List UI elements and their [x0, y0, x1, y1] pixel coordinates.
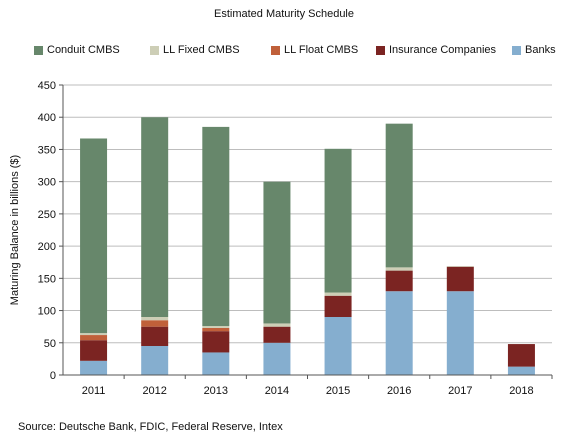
- y-tick-label-350: 350: [38, 144, 56, 156]
- gridlines: [63, 84, 552, 344]
- bar-insurance-companies-2013: [202, 331, 230, 353]
- y-tick-label-300: 300: [38, 177, 56, 189]
- bar-insurance-companies-2014: [263, 326, 291, 343]
- bar-ll-fixed-cmbs-2013: [202, 326, 230, 328]
- bar-ll-fixed-cmbs-2016: [385, 267, 413, 271]
- y-tick-label-100: 100: [38, 306, 56, 318]
- legend-label-ll-fixed-cmbs: LL Fixed CMBS: [163, 44, 240, 56]
- bar-ll-fixed-cmbs-2017: [446, 266, 474, 267]
- axes: 0 50 100 150 200 250 300 350 400 450 2011 2012 2013 2…: [38, 80, 553, 397]
- bar-banks-2013: [202, 352, 230, 375]
- legend-item-ll-float-cmbs: LL Float CMBS: [271, 44, 358, 56]
- source-note: Source: Deutsche Bank, FDIC, Federal Res…: [18, 421, 283, 433]
- x-tick-label-2016: 2016: [387, 385, 411, 397]
- bar-banks-2014: [263, 342, 291, 375]
- bar-insurance-companies-2015: [324, 295, 352, 317]
- x-tick-label-2013: 2013: [204, 385, 228, 397]
- y-tick-label-0: 0: [50, 370, 56, 382]
- bar-banks-2011: [80, 360, 108, 375]
- legend-swatch-ll-float-cmbs: [271, 45, 280, 55]
- x-tick-label-2012: 2012: [142, 385, 166, 397]
- bar-conduit-cmbs-2015: [324, 148, 352, 293]
- legend-swatch-insurance-companies: [376, 45, 385, 55]
- y-tick-label-450: 450: [38, 80, 56, 92]
- y-tick-label-400: 400: [38, 112, 56, 124]
- bar-conduit-cmbs-2011: [80, 138, 108, 334]
- legend-swatch-conduit-cmbs: [34, 45, 43, 55]
- bar-insurance-companies-2011: [80, 340, 108, 361]
- bar-conduit-cmbs-2013: [202, 126, 230, 327]
- bar-banks-2015: [324, 317, 352, 375]
- chart-title: Estimated Maturity Schedule: [213, 8, 354, 20]
- bar-ll-float-cmbs-2012: [141, 320, 169, 327]
- legend-item-conduit-cmbs: Conduit CMBS: [34, 44, 120, 56]
- legend-label-conduit-cmbs: Conduit CMBS: [47, 44, 120, 56]
- chart-legend: Conduit CMBS LL Fixed CMBS LL Float CMBS…: [34, 44, 564, 58]
- bar-ll-fixed-cmbs-2011: [80, 333, 108, 336]
- bar-ll-fixed-cmbs-2015: [324, 292, 352, 296]
- y-tick-label-50: 50: [44, 338, 56, 350]
- x-tick-label-2018: 2018: [509, 385, 533, 397]
- bar-ll-fixed-cmbs-2012: [141, 317, 169, 321]
- bar-banks-2016: [385, 291, 413, 375]
- bar-banks-2018: [507, 366, 535, 375]
- bar-ll-float-cmbs-2013: [202, 327, 230, 332]
- legend-item-ll-fixed-cmbs: LL Fixed CMBS: [150, 44, 240, 56]
- bar-banks-2012: [141, 346, 169, 375]
- legend-label-banks: Banks: [525, 44, 556, 56]
- bar-conduit-cmbs-2012: [141, 117, 169, 317]
- bar-insurance-companies-2012: [141, 326, 169, 346]
- y-tick-label-250: 250: [38, 209, 56, 221]
- legend-item-insurance-companies: Insurance Companies: [376, 44, 496, 56]
- legend-swatch-ll-fixed-cmbs: [150, 45, 159, 55]
- bar-insurance-companies-2017: [446, 266, 474, 292]
- bar-banks-2017: [446, 291, 474, 375]
- legend-label-ll-float-cmbs: LL Float CMBS: [284, 44, 359, 56]
- y-axis-title: Maturing Balance in billions ($): [9, 155, 21, 305]
- bars: [80, 117, 535, 375]
- x-tick-label-2017: 2017: [448, 385, 472, 397]
- bar-conduit-cmbs-2014: [263, 181, 291, 324]
- bar-ll-fixed-cmbs-2014: [263, 323, 291, 327]
- x-tick-label-2011: 2011: [82, 385, 106, 397]
- bar-insurance-companies-2016: [385, 270, 413, 292]
- bar-conduit-cmbs-2016: [385, 123, 413, 268]
- legend-item-banks: Banks: [512, 44, 556, 56]
- bar-ll-float-cmbs-2011: [80, 335, 108, 341]
- legend-swatch-banks: [512, 45, 521, 55]
- x-tick-label-2014: 2014: [265, 385, 289, 397]
- legend-label-insurance-companies: Insurance Companies: [389, 44, 497, 56]
- bar-insurance-companies-2018: [507, 344, 535, 367]
- y-tick-label-150: 150: [38, 273, 56, 285]
- y-tick-label-200: 200: [38, 241, 56, 253]
- x-tick-label-2015: 2015: [326, 385, 350, 397]
